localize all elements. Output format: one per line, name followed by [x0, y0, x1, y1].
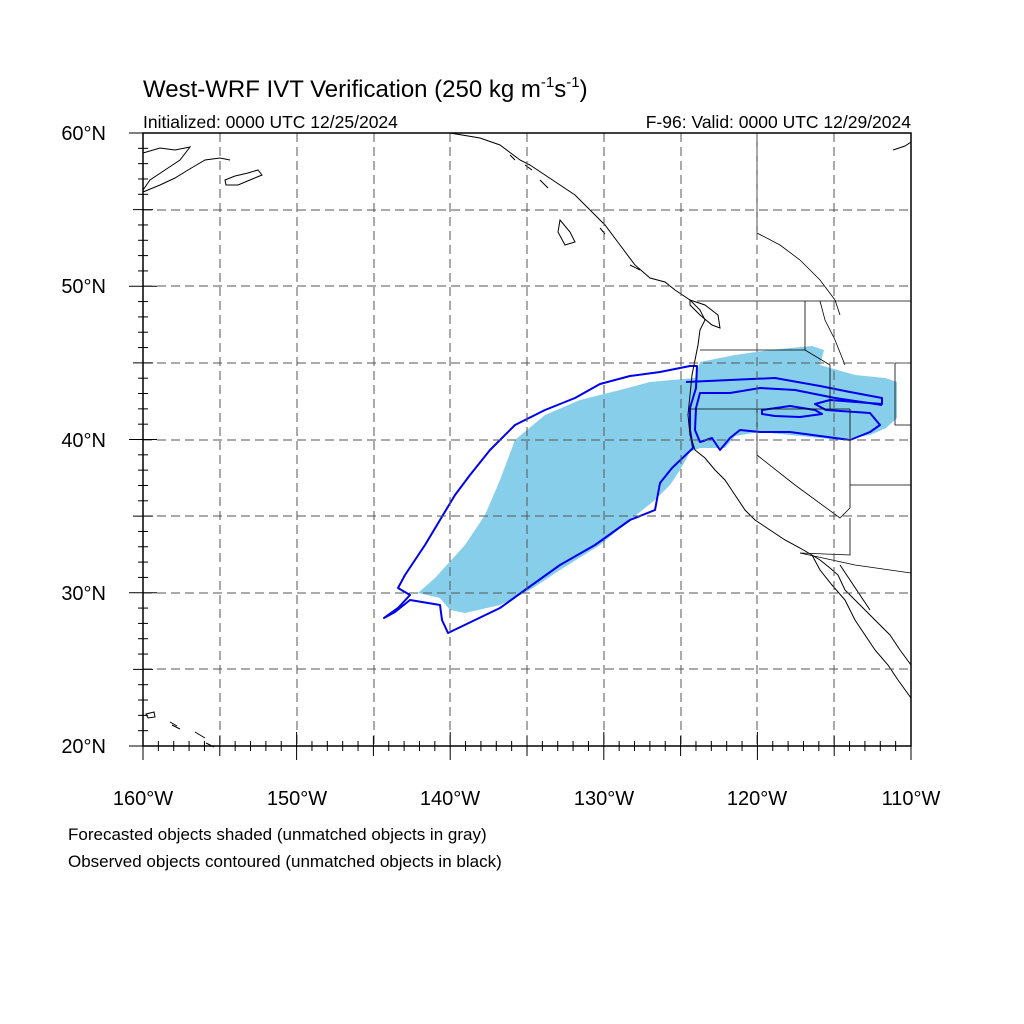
bc-yukon-border: [756, 232, 841, 316]
utah-border: [894, 362, 911, 426]
latitude-labels: 60°N 50°N 40°N 30°N 20°N: [61, 123, 106, 758]
gulf-of-alaska-coast: [449, 132, 912, 666]
lat-label-40: 40°N: [61, 430, 106, 452]
observed-object-inland: [685, 377, 883, 451]
alaska-coast: [142, 146, 231, 193]
idaho-border: [804, 301, 831, 409]
baja-peninsula: [811, 554, 912, 699]
observed-contours: [383, 365, 883, 634]
initialized-label: Initialized: 0000 UTC 12/25/2024: [143, 112, 398, 132]
lat-label-60: 60°N: [61, 123, 106, 145]
lon-label-110: 110°W: [882, 788, 941, 810]
ne-coast-fragment: [892, 141, 912, 151]
lon-label-150: 150°W: [267, 788, 327, 810]
lon-label-120: 120°W: [727, 788, 787, 810]
hawaii-islands: [145, 711, 215, 748]
legend-note-forecast: Forecasted objects shaded (unmatched obj…: [68, 825, 487, 844]
lat-label-30: 30°N: [61, 583, 106, 605]
longitude-labels: 160°W 150°W 140°W 130°W 120°W 110°W: [113, 788, 941, 810]
forecast-object: [418, 346, 897, 613]
observed-object-streak: [761, 405, 823, 418]
map-title: West-WRF IVT Verification (250 kg m-1s-1…: [143, 74, 588, 103]
graticule: [143, 133, 911, 746]
kodiak-island: [224, 169, 263, 186]
lat-label-50: 50°N: [61, 276, 106, 298]
lon-label-130: 130°W: [574, 788, 634, 810]
lat-label-20: 20°N: [61, 736, 106, 758]
lon-label-140: 140°W: [420, 788, 480, 810]
rockies-border: [819, 300, 846, 366]
arizona-border: [799, 484, 911, 556]
vancouver-island: [689, 299, 721, 329]
alaska-islands: [509, 154, 641, 271]
lon-label-160: 160°W: [113, 788, 173, 810]
mexico-border: [799, 552, 912, 574]
tick-marks: [129, 132, 912, 760]
legend-note-observed: Observed objects contoured (unmatched ob…: [68, 852, 502, 871]
valid-label: F-96: Valid: 0000 UTC 12/29/2024: [646, 112, 912, 132]
coastlines: [142, 132, 912, 748]
observed-object-ocean: [383, 365, 698, 634]
